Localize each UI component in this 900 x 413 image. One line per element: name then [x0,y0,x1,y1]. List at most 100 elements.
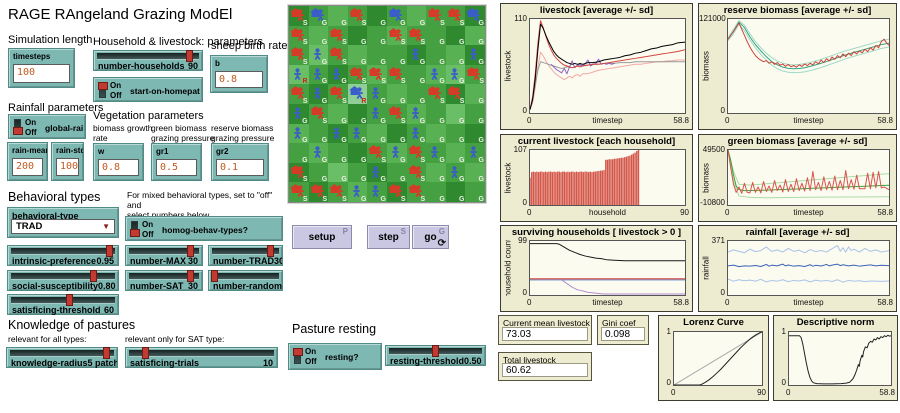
patch[interactable]: S [308,182,329,203]
patch[interactable]: G [465,45,485,66]
patch[interactable]: S [289,25,309,46]
slider-resting-threshold[interactable]: resting-threshold 0.50 [385,345,486,366]
patch[interactable]: G [308,25,329,46]
switch-handle[interactable] [97,82,108,90]
patch[interactable]: G [445,25,466,46]
switch-homog-behav-types[interactable]: On Off homog-behav-types? [125,216,283,241]
patch[interactable]: S [289,182,309,203]
rain-std-field[interactable]: 100 [56,158,79,176]
slider-number-households[interactable]: number-households 90 [93,50,203,71]
slider-handle[interactable] [102,347,110,359]
patch[interactable]: S [347,64,368,85]
patch[interactable]: G [387,6,407,27]
patch[interactable]: G [426,143,446,164]
patch[interactable]: G [445,182,466,203]
patch[interactable]: G [465,162,485,183]
patch[interactable]: G [289,123,309,144]
slider-track[interactable] [97,50,199,62]
patch[interactable]: G [465,143,485,164]
patch[interactable]: G [406,104,427,125]
patch[interactable]: S [387,25,407,46]
slider-handle[interactable] [185,50,193,62]
patch[interactable]: G [347,143,368,164]
patch[interactable]: G [367,84,387,105]
patch[interactable]: S [406,143,427,164]
slider-track[interactable] [212,245,279,257]
slider-handle[interactable] [186,245,194,257]
patch[interactable]: G [465,123,485,144]
patch[interactable]: G [387,123,407,144]
patch[interactable]: G [367,123,387,144]
slider-handle[interactable] [266,245,274,257]
switch-handle[interactable] [292,348,303,356]
patch[interactable]: G [328,6,348,27]
slider-handle[interactable] [90,270,98,282]
patch[interactable]: S [387,104,407,125]
patch[interactable]: R [289,64,309,85]
rain-mean-field[interactable]: 200 [12,158,43,176]
world-view[interactable]: S G G S G G G S S G S G S G G S S G G G S G S G G G G G G G R G G S S S G G G S… [287,4,487,204]
switch-track[interactable] [12,119,23,135]
patch[interactable]: G [426,64,446,85]
patch[interactable]: S [387,64,407,85]
patch[interactable]: G [445,143,466,164]
patch[interactable]: G [367,104,387,125]
patch[interactable]: S [426,84,446,105]
patch[interactable]: G [465,25,485,46]
patch[interactable]: G [426,162,446,183]
gr1-field[interactable]: 0.5 [156,159,197,176]
patch[interactable]: G [308,162,329,183]
patch[interactable]: G [465,6,485,27]
switch-handle[interactable] [12,127,23,135]
slider-intrinsic-preference[interactable]: intrinsic-preference 0.95 [7,245,119,266]
patch[interactable]: G [328,104,348,125]
slider-handle[interactable] [431,345,439,357]
patch[interactable]: G [387,84,407,105]
patch[interactable]: G [308,64,329,85]
patch[interactable]: S [406,162,427,183]
chooser-field[interactable]: TRAD ▼ [11,219,115,234]
patch[interactable]: G [367,182,387,203]
patch[interactable]: G [367,6,387,27]
patch[interactable]: S [445,6,466,27]
slider-satisficing-threshold[interactable]: satisficing-threshold 60 [7,294,119,315]
patch[interactable]: G [328,123,348,144]
patch[interactable]: G [406,45,427,66]
slider-track[interactable] [11,270,115,282]
input-b[interactable]: b 0.8 [210,55,268,93]
patch[interactable]: S [328,84,348,105]
slider-handle[interactable] [210,270,218,282]
patch[interactable]: G [347,104,368,125]
patch[interactable]: S [367,64,387,85]
patch[interactable]: G [465,182,485,203]
patch[interactable]: G [426,182,446,203]
switch-handle[interactable] [129,229,140,237]
b-field[interactable]: 0.8 [215,71,263,88]
switch-track[interactable] [129,221,140,237]
patch[interactable]: G [387,143,407,164]
patch[interactable]: G [347,182,368,203]
patch[interactable]: G [367,162,387,183]
slider-handle[interactable] [186,270,194,282]
input-gr2[interactable]: gr2 0.1 [211,143,269,181]
switch-resting[interactable]: On Off resting? [288,343,382,370]
patch[interactable]: G [426,104,446,125]
slider-handle[interactable] [142,347,150,359]
slider-handle[interactable] [105,245,113,257]
patch[interactable]: S [347,6,368,27]
slider-track[interactable] [129,270,199,282]
patch[interactable]: G [426,45,446,66]
w-field[interactable]: 0.8 [98,159,139,176]
patch[interactable]: G [308,123,329,144]
slider-number-trad[interactable]: number-TRAD 30 [208,245,283,266]
switch-track[interactable] [97,82,108,98]
go-button[interactable]: G go ⟳ [412,225,449,249]
slider-track[interactable] [11,294,115,306]
patch[interactable]: G [347,123,368,144]
patch[interactable]: G [406,6,427,27]
patch[interactable]: G [308,143,329,164]
timesteps-field[interactable]: 100 [13,64,70,83]
slider-track[interactable] [11,245,115,257]
